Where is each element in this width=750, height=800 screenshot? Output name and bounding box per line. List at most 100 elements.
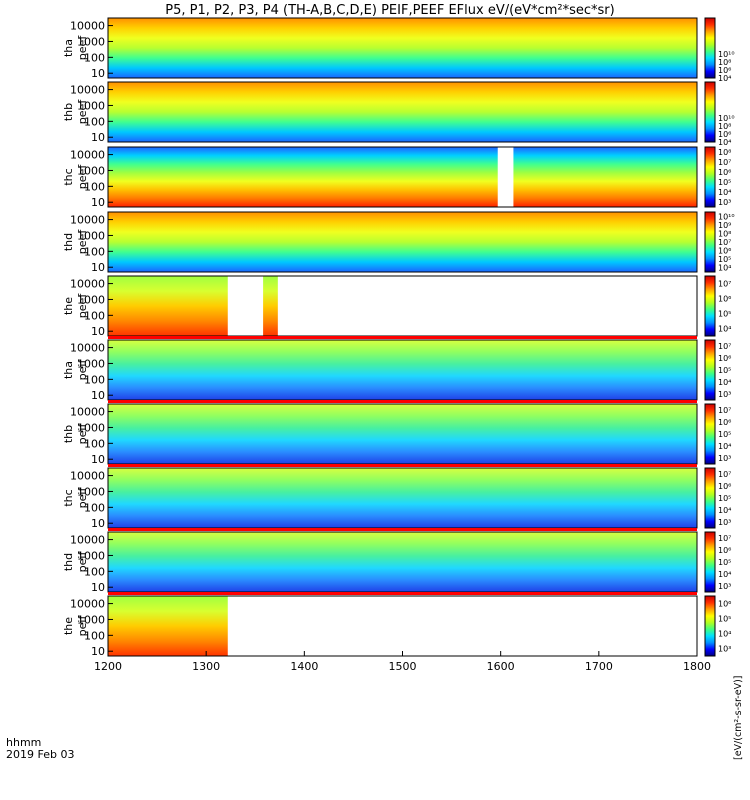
colorbar-tick-label: 10⁸ bbox=[718, 229, 731, 238]
colorbar-tick-label: 10⁵ bbox=[718, 255, 731, 264]
colorbar-thd-peif bbox=[704, 531, 716, 593]
panel-probe-label: thb bbox=[62, 425, 75, 443]
colorbar-tick-label: 10⁴ bbox=[718, 630, 731, 639]
spectrogram-block-thb-peef-0 bbox=[108, 82, 697, 142]
y-tick-label: 10 bbox=[91, 581, 105, 594]
colorbar-tha-peef bbox=[704, 17, 716, 79]
y-tick-label: 10000 bbox=[70, 342, 105, 355]
colorbar-tick-label: 10⁶ bbox=[718, 168, 731, 177]
colorbar-tick-label: 10⁵ bbox=[718, 310, 731, 319]
x-axis-label-date: 2019 Feb 03 bbox=[6, 748, 74, 761]
y-tick-label: 10 bbox=[91, 325, 105, 338]
colorbar-tick-label: 10⁶ bbox=[718, 482, 731, 491]
y-tick-label: 100 bbox=[84, 437, 105, 450]
colorbar-tick-label: 10⁶ bbox=[718, 546, 731, 555]
y-tick-label: 10000 bbox=[70, 534, 105, 547]
spectrogram-block-the-peef-0 bbox=[108, 276, 228, 336]
colorbar-thc-peef bbox=[704, 146, 716, 208]
y-tick-label: 1000 bbox=[77, 99, 105, 112]
colorbar-tick-label: 10⁷ bbox=[718, 280, 731, 289]
x-tick-label: 1800 bbox=[683, 660, 711, 673]
colorbar-tick-label: 10⁴ bbox=[718, 378, 731, 387]
panel-species-label: peif bbox=[76, 359, 89, 381]
y-tick-label: 1000 bbox=[77, 421, 105, 434]
x-axis: 1200 1300 1400 1500 1600 1700 1800 bbox=[94, 651, 711, 673]
y-tick-label: 10000 bbox=[70, 149, 105, 162]
colorbar-tick-label: 10¹⁰ bbox=[718, 114, 735, 123]
y-tick-label: 10000 bbox=[70, 84, 105, 97]
panel-frame-tha-peef bbox=[107, 17, 698, 79]
y-tick-label: 10 bbox=[91, 645, 105, 658]
colorbar-tick-label: 10⁴ bbox=[718, 570, 731, 579]
panel-probe-label: thb bbox=[62, 103, 75, 121]
y-tick-label: 10000 bbox=[70, 598, 105, 611]
y-tick-label: 10 bbox=[91, 67, 105, 80]
x-tick-label: 1300 bbox=[192, 660, 220, 673]
y-tick-label: 1000 bbox=[77, 229, 105, 242]
colorbar-tick-label: 10³ bbox=[718, 198, 731, 207]
x-tick-label: 1500 bbox=[389, 660, 417, 673]
colorbar-tick-label: 10⁶ bbox=[718, 130, 731, 139]
colorbar-tick-label: 10³ bbox=[718, 582, 731, 591]
panel-species-label: peef bbox=[76, 35, 89, 61]
panel-probe-label: tha bbox=[62, 39, 75, 57]
y-tick-label: 100 bbox=[84, 629, 105, 642]
y-tick-label: 1000 bbox=[77, 549, 105, 562]
y-tick-label: 10 bbox=[91, 389, 105, 402]
y-tick-label: 10 bbox=[91, 517, 105, 530]
colorbar-the-peif bbox=[704, 595, 716, 657]
spectrogram-block-thc-peef-1 bbox=[513, 147, 697, 207]
mode-flag-bar-thb bbox=[108, 400, 697, 403]
panel-species-label: peef bbox=[76, 99, 89, 125]
y-tick-label: 1000 bbox=[77, 357, 105, 370]
colorbar-tick-label: 10⁸ bbox=[718, 148, 731, 157]
y-tick-label: 10000 bbox=[70, 470, 105, 483]
x-axis-label-hhmm: hhmm bbox=[6, 736, 41, 749]
spectrogram-block-tha-peef-0 bbox=[108, 18, 697, 78]
y-tick-label: 10000 bbox=[70, 20, 105, 33]
colorbar-thb-peef bbox=[704, 81, 716, 143]
panel-species-label: peef bbox=[76, 293, 89, 319]
colorbar-tick-label: 10⁶ bbox=[718, 247, 731, 256]
y-tick-label: 10 bbox=[91, 261, 105, 274]
y-tick-label: 1000 bbox=[77, 613, 105, 626]
colorbar-tick-label: 10⁵ bbox=[718, 615, 731, 624]
y-tick-label: 1000 bbox=[77, 35, 105, 48]
colorbar-tick-label: 10⁵ bbox=[718, 430, 731, 439]
y-tick-label: 100 bbox=[84, 51, 105, 64]
colorbar-tick-label: 10³ bbox=[718, 390, 731, 399]
spectrogram-block-tha-peif-0 bbox=[108, 340, 697, 400]
colorbar-tick-label: 10³ bbox=[718, 645, 731, 654]
colorbar-tick-label: 10⁸ bbox=[718, 122, 731, 131]
y-tick-label: 1000 bbox=[77, 485, 105, 498]
spectrogram-block-thc-peef-0 bbox=[108, 147, 498, 207]
mode-flag-bar-tha bbox=[108, 336, 697, 339]
colorbar-tick-label: 10⁴ bbox=[718, 138, 731, 147]
spectrogram-block-thc-peif-0 bbox=[108, 468, 697, 528]
y-tick-label: 100 bbox=[84, 373, 105, 386]
colorbar-tick-label: 10⁵ bbox=[718, 178, 731, 187]
colorbar-tick-label: 10⁹ bbox=[718, 221, 731, 230]
colorbar-tick-label: 10⁵ bbox=[718, 558, 731, 567]
colorbar-tha-peif bbox=[704, 339, 716, 401]
colorbar-tick-label: 10⁶ bbox=[718, 600, 731, 609]
colorbar-tick-label: 10⁶ bbox=[718, 354, 731, 363]
colorbar-tick-label: 10³ bbox=[718, 454, 731, 463]
panel-frame-thb-peef bbox=[107, 81, 698, 143]
panel-species-label: peif bbox=[76, 615, 89, 637]
colorbar-the-peef bbox=[704, 275, 716, 337]
mode-flag-bar-thc bbox=[108, 464, 697, 467]
colorbar-tick-label: 10⁷ bbox=[718, 406, 731, 415]
y-tick-label: 100 bbox=[84, 245, 105, 258]
colorbar-tick-label: 10⁶ bbox=[718, 66, 731, 75]
colorbar-tick-label: 10⁸ bbox=[718, 58, 731, 67]
panel-probe-label: thd bbox=[62, 553, 75, 571]
y-tick-label: 10 bbox=[91, 453, 105, 466]
mode-flag-bar-the bbox=[108, 592, 697, 595]
y-tick-label: 10 bbox=[91, 131, 105, 144]
y-tick-label: 100 bbox=[84, 115, 105, 128]
spectrogram-block-the-peef-1 bbox=[263, 276, 278, 336]
colorbar-tick-label: 10⁴ bbox=[718, 325, 731, 334]
y-tick-label: 100 bbox=[84, 309, 105, 322]
